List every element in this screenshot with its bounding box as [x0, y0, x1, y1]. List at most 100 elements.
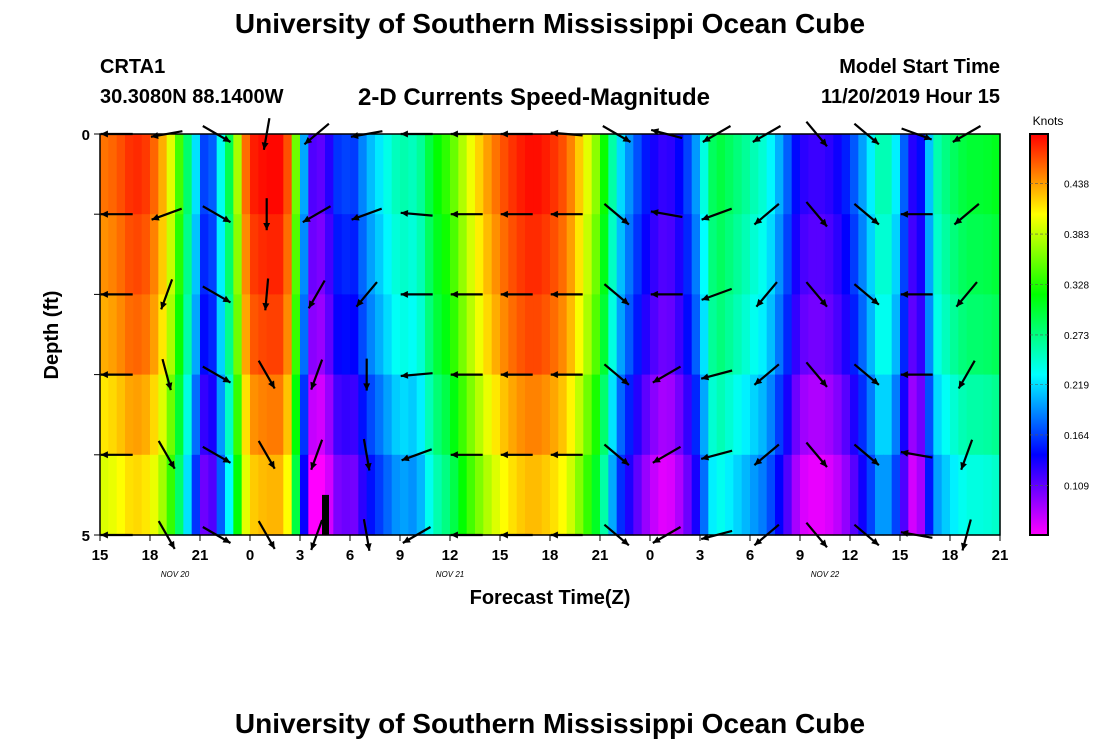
heatmap-cell — [583, 214, 593, 295]
heatmap-cell — [408, 134, 418, 215]
heatmap-cell — [741, 214, 751, 295]
heatmap-cell — [558, 454, 568, 536]
heatmap-cell — [216, 134, 226, 215]
heatmap-cell — [850, 374, 859, 456]
heatmap-cell — [900, 454, 909, 536]
current-arrow — [257, 360, 276, 390]
heatmap-cell — [616, 294, 626, 376]
heatmap-cell — [508, 374, 518, 456]
heatmap-cell — [816, 294, 826, 376]
heatmap-cell — [141, 214, 151, 295]
heatmap-cell — [575, 214, 584, 295]
current-arrow — [853, 283, 880, 306]
heatmap-cell — [525, 454, 534, 536]
heatmap-cell — [466, 214, 476, 295]
heatmap-cell — [925, 454, 934, 536]
current-arrow-head — [871, 217, 879, 225]
heatmap-cell — [508, 294, 518, 376]
heatmap-cell — [625, 374, 634, 456]
current-arrow-head — [900, 210, 908, 218]
current-arrow — [160, 279, 174, 310]
current-arrow — [700, 369, 733, 381]
heatmap-cell — [566, 374, 576, 456]
heatmap-cell — [800, 374, 809, 456]
heatmap-cell — [891, 134, 901, 215]
heatmap-cell — [825, 134, 834, 215]
heatmap-cell — [541, 374, 551, 456]
heatmap-cell — [158, 454, 168, 536]
heatmap-cell — [650, 294, 659, 376]
current-arrow-head — [100, 210, 108, 218]
heatmap-cell — [250, 454, 259, 536]
heatmap-cell — [208, 454, 218, 536]
heatmap-cell — [208, 134, 218, 215]
heatmap-cell — [283, 454, 293, 536]
heatmap-cell — [616, 374, 626, 456]
heatmap-cell — [758, 294, 768, 376]
x-axis-title: Forecast Time(Z) — [470, 587, 631, 609]
current-arrow-head — [268, 460, 275, 469]
heatmap-cell — [650, 214, 659, 295]
heatmap-cell — [583, 454, 593, 536]
heatmap-cell — [333, 294, 343, 376]
current-arrow-head — [500, 451, 508, 459]
heatmap-cell — [875, 374, 884, 456]
heatmap-cell — [658, 374, 668, 456]
highlight-bar — [322, 494, 329, 535]
heatmap-cell — [275, 294, 284, 376]
heatmap-cell — [941, 294, 951, 376]
heatmap-cell — [291, 294, 301, 376]
heatmap-cell — [200, 214, 209, 295]
heatmap-cell — [958, 374, 968, 456]
heatmap-cell — [366, 214, 376, 295]
heatmap-cell — [425, 374, 434, 456]
heatmap-cell — [625, 134, 634, 215]
current-arrow — [805, 201, 828, 228]
current-arrow — [953, 203, 980, 226]
heatmap-cell — [391, 134, 401, 215]
bottom-title: University of Southern Mississippi Ocean… — [234, 708, 866, 739]
current-arrow-head — [652, 536, 661, 543]
heatmap-cell — [241, 214, 251, 295]
heatmap-cell — [341, 294, 351, 376]
heatmap-cell — [116, 294, 126, 376]
current-arrow — [161, 358, 173, 391]
heatmap-cell — [575, 374, 584, 456]
heatmap-cell — [125, 134, 134, 215]
current-arrow — [960, 439, 974, 471]
heatmap-cell — [258, 294, 268, 376]
heatmap-cell — [816, 214, 826, 295]
heatmap-cell — [783, 374, 793, 456]
heatmap-cell — [108, 134, 118, 215]
heatmap-cell — [475, 294, 484, 376]
colorbar-title: Knots — [1033, 114, 1064, 128]
current-arrow-head — [550, 371, 558, 379]
current-arrow — [202, 205, 232, 224]
heatmap-cell — [416, 134, 426, 215]
heatmap-cell — [975, 294, 984, 376]
heatmap-cell — [591, 374, 601, 456]
heatmap-cell — [116, 374, 126, 456]
current-arrow-head — [450, 210, 458, 218]
heatmap-cell — [883, 374, 893, 456]
current-arrow — [900, 371, 933, 379]
heatmap-cell — [508, 214, 518, 295]
heatmap-cell — [183, 374, 193, 456]
heatmap-cell — [558, 294, 568, 376]
current-arrow-head — [621, 297, 629, 305]
heatmap-cell — [700, 374, 709, 456]
heatmap-cell — [908, 454, 918, 536]
current-arrow — [900, 449, 933, 459]
heatmap-cell — [275, 214, 284, 295]
heatmap-cell — [550, 374, 559, 456]
heatmap-cell — [908, 374, 918, 456]
heatmap-cell — [791, 294, 801, 376]
date-label: NOV 22 — [811, 570, 840, 579]
heatmap-cell — [650, 454, 659, 536]
current-arrow-head — [650, 290, 658, 298]
heatmap-cell — [425, 214, 434, 295]
heatmap-cell — [608, 214, 618, 295]
heatmap-cell — [183, 214, 193, 295]
current-arrow-head — [819, 379, 827, 387]
current-arrow — [652, 445, 682, 464]
